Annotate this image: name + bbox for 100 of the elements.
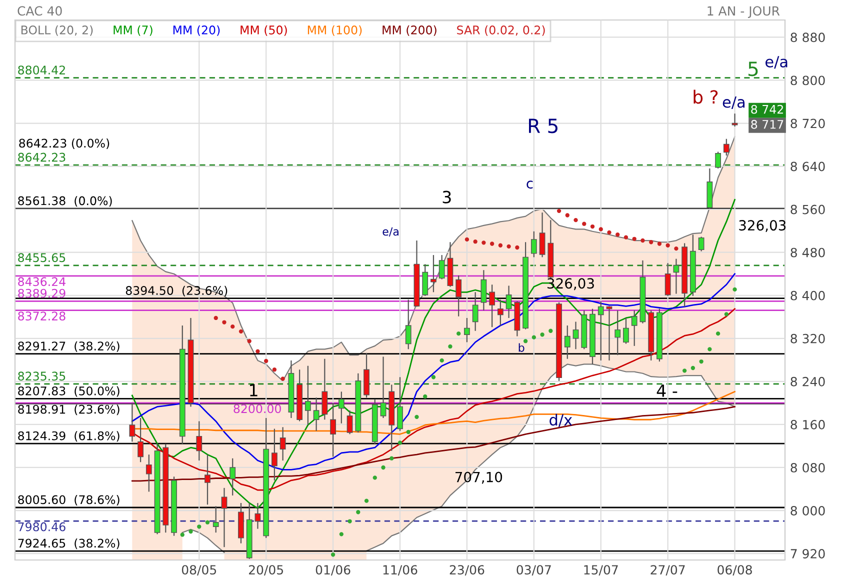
candlestick — [280, 426, 286, 462]
candlestick — [254, 502, 261, 530]
x-tick-label: 11/06 — [383, 565, 418, 576]
y-tick-label: 8 560 — [790, 204, 825, 214]
line-series — [131, 406, 736, 482]
candlestick — [230, 458, 236, 496]
y-tick-label: 8 000 — [790, 506, 825, 516]
candlestick — [346, 410, 353, 435]
text: 8642.23 (0.0%) — [19, 138, 110, 150]
candlestick — [497, 299, 504, 326]
annotation: e/a — [722, 96, 745, 109]
candlestick — [430, 254, 436, 293]
x-tick-label: 03/07 — [516, 565, 551, 576]
candlestick — [212, 506, 219, 534]
candlestick — [129, 402, 136, 442]
candlestick — [480, 270, 487, 311]
text: MM (200) — [382, 25, 436, 36]
candlestick — [397, 376, 403, 432]
y-tick-label: 8 720 — [790, 118, 825, 128]
annotation: c — [526, 180, 533, 189]
candlestick — [196, 420, 202, 462]
candlestick — [313, 397, 320, 432]
candlestick — [631, 310, 638, 346]
annotation: 326,03 — [548, 278, 594, 290]
annotation: b ? — [694, 90, 718, 104]
candlestick — [539, 212, 546, 258]
ref-line-label: 7924.65 (38.2%) — [18, 538, 120, 550]
annotation: d/x — [550, 414, 572, 427]
annotation: R 5 — [528, 118, 558, 134]
y-tick-label: 8 080 — [790, 462, 825, 472]
ref-line-label: 8372.28 — [18, 312, 66, 320]
annotation: 3 — [442, 190, 451, 204]
ref-line-label: 8561.38 (0.0%) — [18, 196, 112, 207]
annotation: 4 - — [656, 384, 678, 397]
candlestick — [146, 454, 152, 492]
candlestick — [322, 358, 328, 420]
ref-line-label: 8207.83 (50.0%) — [18, 386, 120, 397]
candlestick — [330, 402, 336, 458]
chart-subtitle: 1 AN - JOUR — [708, 6, 780, 18]
x-tick-label: 20/05 — [248, 565, 284, 576]
y-tick-label: 8 240 — [790, 376, 825, 386]
ref-line-label: 8455.65 — [18, 253, 66, 262]
candlestick — [405, 299, 412, 350]
annotation: b — [518, 343, 524, 352]
y-tick-label: 8 400 — [790, 290, 825, 300]
y-tick-label: 8 800 — [790, 76, 825, 86]
text: BOLL (20, 2) — [21, 25, 93, 36]
candlestick — [380, 356, 386, 419]
ref-line-label: 7980.46 — [18, 522, 66, 532]
x-tick-label: 15/07 — [584, 565, 618, 576]
text: SAR (0.02, 0.2) — [457, 25, 545, 36]
ref-line-label: 8235.35 — [18, 372, 66, 381]
x-tick-label: 27/07 — [650, 565, 685, 576]
y-tick-label: 8 880 — [790, 32, 825, 42]
ref-line-label: 8394.50 (23.6%) — [126, 286, 228, 296]
candlestick — [564, 324, 570, 360]
candlestick — [530, 230, 537, 258]
candlestick — [715, 151, 721, 169]
y-tick-label: 8 160 — [790, 420, 825, 430]
annotation: 707,10 — [456, 472, 502, 484]
y-tick-label: 8 480 — [790, 248, 825, 258]
text: 8 717 — [751, 120, 784, 129]
y-tick-label: 7 920 — [790, 549, 825, 558]
candlestick — [664, 262, 671, 296]
chart-title: CAC 40 — [18, 6, 62, 16]
annotation: e/a — [382, 227, 398, 237]
candlestick — [698, 236, 704, 252]
candlestick — [572, 321, 579, 350]
candlestick — [422, 264, 428, 296]
candlestick — [138, 417, 144, 463]
candlestick — [614, 310, 621, 356]
candlestick — [472, 292, 478, 332]
candlestick — [456, 274, 462, 317]
candlestick — [438, 254, 445, 280]
text: MM (100) — [308, 25, 362, 36]
candlestick — [272, 428, 278, 481]
x-tick-label: 01/06 — [316, 565, 350, 576]
candlestick — [598, 300, 604, 362]
candlestick — [489, 284, 496, 328]
ref-line-label: 8389.29 — [18, 288, 66, 298]
x-tick-label: 08/05 — [182, 565, 216, 576]
ref-line-label: 8804.42 — [18, 66, 65, 74]
text: e/a — [766, 56, 788, 69]
candlestick — [221, 487, 228, 548]
candlestick — [723, 138, 730, 156]
text: MM (50) — [240, 25, 287, 36]
candlestick — [204, 454, 210, 506]
ref-line-label: 8005.60 (78.6%) — [18, 495, 120, 506]
candlestick — [623, 317, 629, 344]
candlestick — [506, 285, 512, 319]
text: 326,03 — [739, 220, 786, 232]
candlestick — [464, 317, 470, 343]
candlestick — [338, 391, 344, 424]
y-tick-label: 8 320 — [790, 334, 825, 344]
text: MM (7) — [114, 25, 152, 36]
y-tick-label: 8 640 — [790, 162, 825, 172]
text: MM (20) — [173, 25, 220, 36]
ref-line-label: 8198.91 (23.6%) — [18, 404, 120, 416]
text: 5 — [748, 62, 758, 76]
ref-line-label: 8200.00 — [234, 404, 281, 414]
